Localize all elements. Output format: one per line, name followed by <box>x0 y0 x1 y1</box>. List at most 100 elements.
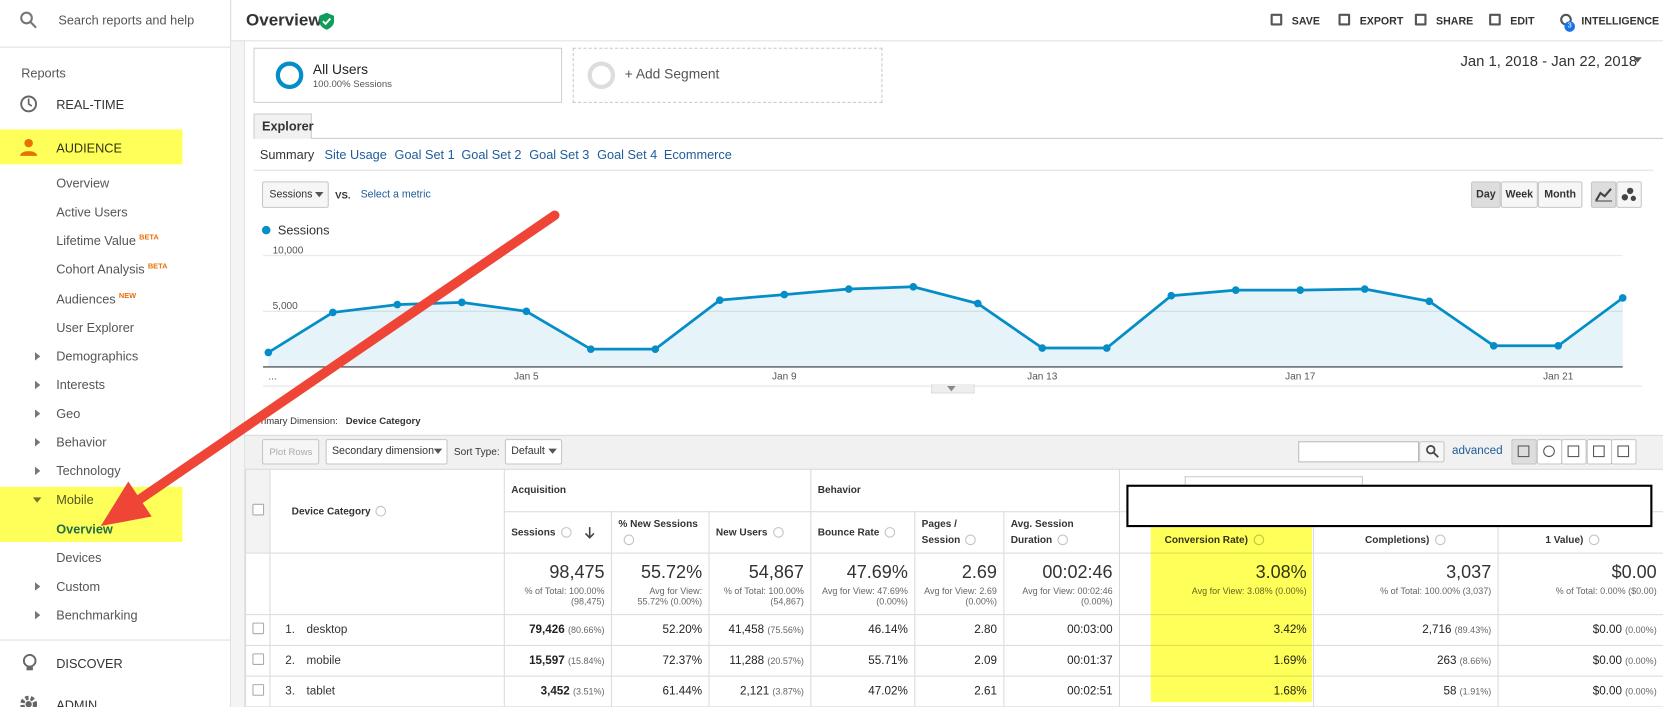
column-header[interactable]: New Users <box>708 511 812 554</box>
nav-sub-item[interactable]: Interests <box>56 377 105 392</box>
nav-sub-item[interactable]: Audiences NEW <box>56 291 136 306</box>
line-icon <box>1595 188 1613 202</box>
nav-sub-item[interactable]: Overview <box>56 521 113 536</box>
nav-sub-item[interactable]: Geo <box>56 406 80 421</box>
total-value: 2.69 <box>961 562 997 583</box>
header-action[interactable]: EXPORT <box>1359 15 1404 28</box>
value-cell: 61.44% <box>610 675 710 707</box>
nav-item[interactable]: DISCOVER <box>56 656 123 672</box>
view-button[interactable] <box>1511 439 1537 465</box>
view-button[interactable] <box>1561 439 1587 465</box>
help-icon <box>623 535 635 546</box>
search-box[interactable]: Search reports and help <box>58 12 195 28</box>
chart-type-motion[interactable] <box>1616 181 1642 208</box>
expand-arrow <box>34 351 41 361</box>
checkbox-header <box>244 468 271 554</box>
total-note: Avg for View: 47.69% (0.00%) <box>821 585 908 607</box>
nav-sub-item[interactable]: Active Users <box>56 205 127 220</box>
group-name: Behavior <box>817 484 861 497</box>
header-action[interactable]: SHARE <box>1436 15 1474 28</box>
cell-value: 58 <box>1443 685 1457 698</box>
view-button[interactable] <box>1586 439 1612 465</box>
nav-label: Behavior <box>56 435 107 450</box>
value-cell: $0.00 (0.00%) <box>1497 614 1663 646</box>
expanded-arrow <box>32 497 42 504</box>
sub-tab[interactable]: Goal Set 4 <box>597 147 658 163</box>
row-name[interactable]: tablet <box>306 685 336 698</box>
nav-sub-item[interactable]: Overview <box>56 176 109 191</box>
nav-sub-item[interactable]: Behavior <box>56 435 106 450</box>
nav-sub-item[interactable]: Mobile <box>56 493 94 508</box>
total-value: 3,037 <box>1446 562 1492 583</box>
nav-sub-item[interactable]: User Explorer <box>56 320 134 335</box>
nav-sub-item[interactable]: Custom <box>56 579 100 594</box>
date-range[interactable]: Jan 1, 2018 - Jan 22, 2018 <box>1460 51 1638 69</box>
header-action[interactable]: SAVE <box>1291 15 1320 28</box>
group-header: Acquisition <box>503 468 812 513</box>
total-cell: 98,475% of Total: 100.00% (98,475) <box>503 552 612 616</box>
cell-share: (0.00%) <box>1625 624 1657 636</box>
nav-item[interactable]: ADMIN <box>56 697 98 707</box>
value-cell: 2,716 (89.43%) <box>1313 614 1499 646</box>
segment-card[interactable] <box>253 47 563 103</box>
select-metric[interactable]: Select a metric <box>360 188 431 201</box>
sub-tab[interactable]: Ecommerce <box>663 147 732 163</box>
sort-type-label: Sort Type: <box>453 446 500 459</box>
interval-label: Week <box>1505 188 1534 201</box>
nav-item[interactable]: REAL-TIME <box>56 97 125 113</box>
help-icon <box>560 527 572 538</box>
interval-button[interactable]: Month <box>1537 181 1583 208</box>
column-header[interactable]: Avg. Session Duration <box>1003 511 1121 554</box>
search-button[interactable] <box>1419 441 1445 463</box>
sub-tab[interactable]: Site Usage <box>324 147 387 163</box>
sub-tab[interactable]: Goal Set 1 <box>394 147 455 163</box>
cell-value: 46.14% <box>868 623 908 637</box>
column-header[interactable]: Sessions <box>503 511 612 554</box>
help-icon <box>1057 535 1069 546</box>
sub-tab[interactable]: Goal Set 2 <box>461 147 522 163</box>
nav-sub-item[interactable]: Demographics <box>56 349 138 364</box>
checkbox[interactable] <box>251 653 264 665</box>
dimension-cell: 1. desktop <box>269 614 505 646</box>
sub-tab[interactable]: Summary <box>259 147 315 163</box>
nav-sub-item[interactable]: Technology <box>56 464 120 479</box>
column-header[interactable]: Pages / Session <box>914 511 1005 554</box>
add-segment[interactable]: + Add Segment <box>624 65 720 82</box>
data-point <box>457 298 466 307</box>
total-cell: 3.08% Avg for View: 3.08% (0.00%) <box>1118 552 1315 616</box>
table-search[interactable] <box>1298 441 1420 463</box>
checkbox[interactable] <box>251 503 264 516</box>
bulb-icon <box>22 653 37 671</box>
total-note: Avg for View: 2.69 (0.00%) <box>924 585 997 607</box>
view-button[interactable] <box>1611 439 1637 465</box>
interval-button[interactable]: Day <box>1471 181 1501 208</box>
checkbox[interactable] <box>251 622 264 635</box>
tab[interactable] <box>253 113 312 139</box>
view-icon <box>1542 445 1555 458</box>
cell-value: 15,597 <box>529 654 565 668</box>
search-icon <box>20 11 37 29</box>
data-point <box>1167 291 1176 300</box>
x-tick-label: ... <box>268 372 276 383</box>
value-cell: 2.61 <box>914 675 1005 707</box>
total-note: % of Total: 100.00% (3,037) <box>1380 585 1492 597</box>
advanced-link[interactable]: advanced <box>1451 444 1503 458</box>
data-point <box>844 285 853 293</box>
interval-button[interactable]: Week <box>1500 181 1538 208</box>
cell-value: 3,452 <box>540 685 570 698</box>
column-header[interactable]: Bounce Rate <box>810 511 916 554</box>
column-header[interactable]: % New Sessions <box>610 511 710 554</box>
checkbox[interactable] <box>251 684 264 696</box>
header-action[interactable]: INTELLIGENCE <box>1581 15 1660 28</box>
row-name[interactable]: desktop <box>306 623 348 637</box>
value-cell: 46.14% <box>810 614 916 646</box>
nav-sub-item[interactable]: Devices <box>56 550 101 565</box>
header-action[interactable]: EDIT <box>1510 15 1535 28</box>
nav-sub-item[interactable]: Benchmarking <box>56 608 137 623</box>
primary-dimension[interactable]: Device Category <box>345 415 421 427</box>
view-icon <box>1617 445 1630 458</box>
add-segment-card[interactable] <box>572 47 883 103</box>
row-name[interactable]: mobile <box>306 654 341 668</box>
sub-tab[interactable]: Goal Set 3 <box>529 147 590 163</box>
data-point <box>1038 344 1047 352</box>
